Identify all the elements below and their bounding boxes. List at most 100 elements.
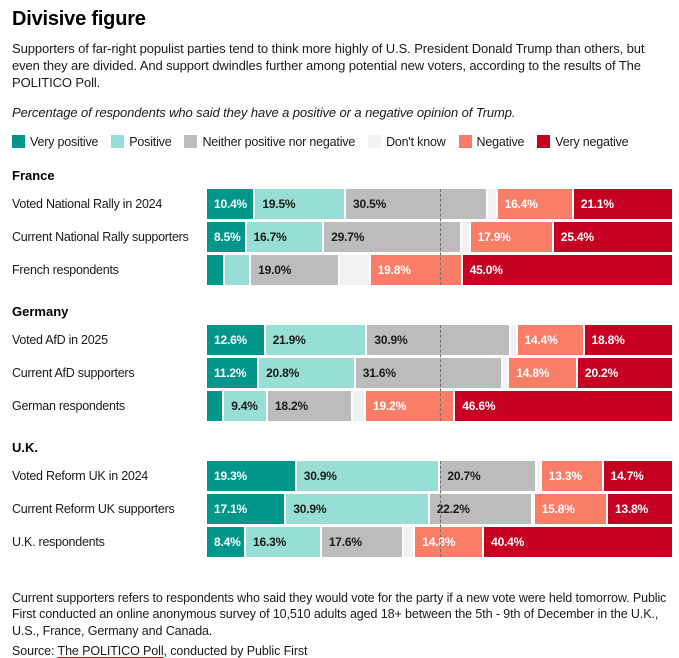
segment-don-t-know <box>536 460 542 491</box>
segment-value: 18.2% <box>274 398 308 413</box>
segment-don-t-know <box>532 493 535 524</box>
legend-label: Don't know <box>386 134 446 149</box>
segment-value: 31.6% <box>362 365 396 380</box>
segment-very-negative: 40.4% <box>484 526 672 557</box>
segment-negative: 14.4% <box>517 324 585 355</box>
segment-don-t-know <box>487 188 498 219</box>
segment-positive: 9.4% <box>224 390 268 421</box>
reference-line-50pct <box>439 324 441 421</box>
segment-value: 20.7% <box>447 468 481 483</box>
segment-don-t-know <box>462 221 471 252</box>
bar-row-current-national-rally-supporters: Current National Rally supporters 8.5% 16.… <box>12 221 672 252</box>
segment-very-negative: 14.7% <box>603 460 672 491</box>
segment-negative: 16.4% <box>497 188 574 219</box>
group-rows-france: Voted National Rally in 2024 10.4% 19.5% 30… <box>12 188 672 285</box>
segment-value: 13.8% <box>615 501 649 516</box>
row-label: Voted Reform UK in 2024 <box>12 468 148 483</box>
segment-neither-positive-nor-negative: 19.0% <box>251 254 340 285</box>
segment-value: 46.6% <box>462 398 496 413</box>
segment-very-positive: 10.4% <box>207 188 256 219</box>
reference-line-50pct <box>439 188 441 285</box>
row-label: German respondents <box>12 398 125 413</box>
segment-don-t-know <box>502 357 510 388</box>
segment-positive: 19.5% <box>255 188 347 219</box>
stacked-bar: 19.0% 19.8% 45.0% <box>207 254 672 285</box>
bar-row-french-respondents: French respondents 19.0% 19.8% 45.0% <box>12 254 672 285</box>
legend-swatch-positive <box>111 135 125 149</box>
legend-swatch-very-positive <box>12 135 25 149</box>
legend-item-negative: Negative <box>458 135 524 149</box>
segment-neither-positive-nor-negative: 22.2% <box>429 493 533 524</box>
stacked-bar: 10.4% 19.5% 30.5% 16.4% 21.1% <box>207 188 672 219</box>
bar-row-voted-reform-uk-in-2024: Voted Reform UK in 2024 19.3% 30.9% 20.7% 13… <box>12 460 672 491</box>
segment-negative: 14.8% <box>509 357 579 388</box>
segment-value: 19.5% <box>262 196 296 211</box>
segment-value: 17.6% <box>328 534 362 549</box>
segment-value: 17.9% <box>477 229 511 244</box>
segment-value: 15.8% <box>541 501 575 516</box>
legend-item-neither-positive-nor-negative: Neither positive nor negative <box>184 135 355 149</box>
legend-swatch-don-t-know <box>368 135 382 149</box>
segment-very-negative: 25.4% <box>553 221 672 252</box>
segment-don-t-know <box>403 526 416 557</box>
segment-neither-positive-nor-negative: 20.7% <box>440 460 537 491</box>
segment-neither-positive-nor-negative: 29.7% <box>324 221 463 252</box>
legend-item-don-t-know: Don't know <box>368 134 446 149</box>
page-title: Divisive figure <box>12 8 146 30</box>
row-label: Voted AfD in 2025 <box>12 332 108 347</box>
row-label: Voted National Rally in 2024 <box>12 196 163 211</box>
segment-very-negative: 21.1% <box>573 188 672 219</box>
segment-value: 25.4% <box>560 229 594 244</box>
segment-neither-positive-nor-negative: 17.6% <box>321 526 404 557</box>
group-rows-germany: Voted AfD in 2025 12.6% 21.9% 30.9% 14.4% 18.… <box>12 324 672 421</box>
segment-very-positive <box>207 390 225 421</box>
legend-item-positive: Positive <box>111 135 172 149</box>
segment-very-negative: 18.8% <box>584 324 672 355</box>
segment-value: 20.8% <box>266 365 300 380</box>
segment-value: 14.7% <box>610 468 644 483</box>
row-label: Current National Rally supporters <box>12 229 189 244</box>
segment-very-positive <box>207 254 226 285</box>
methodology-note: Current supporters refers to respondents… <box>12 590 667 639</box>
chart-description: Supporters of far-right populist parties… <box>12 41 645 90</box>
bar-row-voted-national-rally-in-2024: Voted National Rally in 2024 10.4% 19.5% 30… <box>12 188 672 219</box>
legend-item-very-negative: Very negative <box>537 134 629 149</box>
legend-label: Very negative <box>555 134 629 149</box>
segment-value: 14.4% <box>524 332 558 347</box>
segment-value: 19.2% <box>373 398 407 413</box>
segment-value: 13.3% <box>548 468 582 483</box>
segment-value: 8.4% <box>214 534 241 549</box>
chart: France Voted National Rally in 2024 10.4% 1… <box>12 168 673 557</box>
segment-very-positive: 19.3% <box>207 460 297 491</box>
segment-positive: 16.3% <box>246 526 322 557</box>
segment-value: 18.8% <box>591 332 625 347</box>
chart-group-france: France Voted National Rally in 2024 10.4% 1… <box>12 168 672 285</box>
bar-row-current-afd-supporters: Current AfD supporters 11.2% 20.8% 31.6% 14.… <box>12 357 672 388</box>
bar-row-current-reform-uk-supporters: Current Reform UK supporters 17.1% 30.9% 22… <box>12 493 673 524</box>
legend-swatch-very-negative <box>537 135 551 149</box>
group-title-u-k: U.K. <box>12 439 38 455</box>
source-link[interactable]: The POLITICO Poll <box>57 643 164 658</box>
segment-value: 30.9% <box>293 501 327 516</box>
segment-don-t-know <box>352 390 367 421</box>
segment-value: 30.9% <box>374 332 408 347</box>
legend-label: Very positive <box>30 134 99 149</box>
segment-negative: 19.2% <box>366 390 456 421</box>
segment-very-positive: 11.2% <box>207 357 260 388</box>
segment-value: 30.9% <box>303 468 337 483</box>
segment-neither-positive-nor-negative: 31.6% <box>355 357 503 388</box>
segment-value: 19.3% <box>214 468 248 483</box>
stacked-bar: 17.1% 30.9% 22.2% 15.8% 13.8% <box>207 493 673 524</box>
segment-negative: 15.8% <box>534 493 608 524</box>
segment-value: 40.4% <box>491 534 525 549</box>
segment-very-positive: 17.1% <box>207 493 287 524</box>
chart-group-u-k: U.K. Voted Reform UK in 2024 19.3% 30.9% 20.… <box>12 439 673 557</box>
source-prefix: Source: <box>12 643 58 658</box>
chart-group-germany: Germany Voted AfD in 2025 12.6% 21.9% 30.9% 1… <box>12 304 672 421</box>
segment-value: 9.4% <box>231 398 258 413</box>
segment-neither-positive-nor-negative: 30.9% <box>367 324 512 355</box>
legend: Very positive Positive Neither positive no… <box>12 135 672 149</box>
segment-neither-positive-nor-negative: 18.2% <box>267 390 353 421</box>
bar-row-voted-afd-in-2025: Voted AfD in 2025 12.6% 21.9% 30.9% 14.4% 18.… <box>12 324 672 355</box>
segment-negative: 13.3% <box>541 460 604 491</box>
